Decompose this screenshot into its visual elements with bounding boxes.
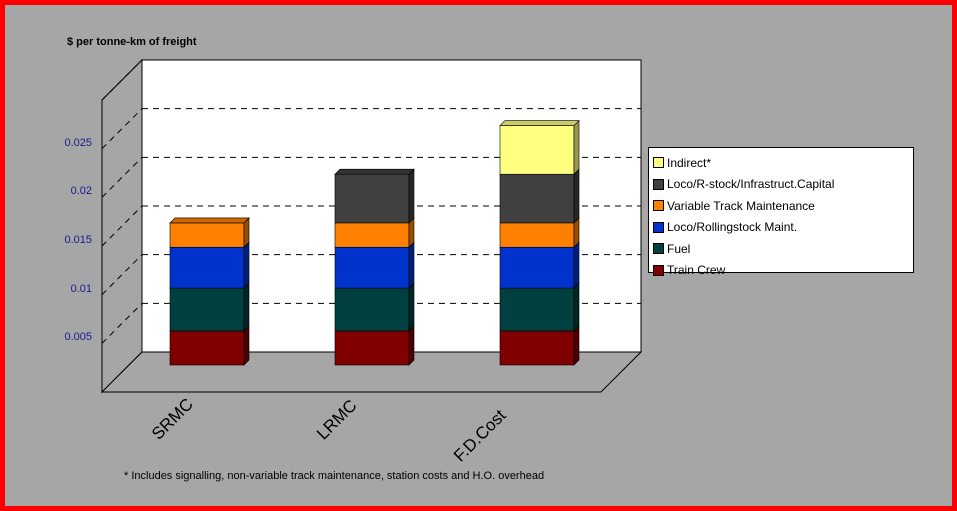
y-tick-label: 0.005	[64, 331, 92, 344]
bar-segment-LRMC-Variable Track Maintenance	[334, 222, 410, 248]
legend-swatch	[653, 221, 664, 233]
legend-swatch	[653, 157, 664, 169]
bar-segment-F.D.Cost-Loco/R-stock/Infrastruct.Capital	[499, 173, 575, 224]
legend-swatch	[653, 200, 664, 212]
legend-label: Variable Track Maintenance	[667, 198, 815, 213]
gridline-side	[101, 254, 143, 296]
legend-label: Fuel	[667, 241, 691, 256]
bar-segment-F.D.Cost-Variable Track Maintenance	[499, 222, 575, 248]
legend-swatch	[653, 264, 664, 276]
bar-chart	[100, 58, 643, 394]
y-tick-label: 0.02	[70, 185, 92, 198]
y-axis-title: $ per tonne-km of freight	[67, 36, 197, 48]
bar-segment-LRMC-Loco/Rollingstock Maint.	[334, 246, 410, 289]
bar-segment-SRMC-Train Crew	[169, 330, 245, 366]
legend-item: Variable Track Maintenance	[649, 195, 913, 217]
bar-side-LRMC-Loco/R-stock/Infrastruct.Capital	[408, 168, 415, 224]
bar-segment-F.D.Cost-Indirect*	[499, 125, 575, 175]
y-tick-label: 0.025	[64, 136, 92, 149]
bar-segment-SRMC-Loco/Rollingstock Maint.	[169, 246, 245, 289]
bar-side-F.D.Cost-Loco/Rollingstock Maint.	[573, 241, 580, 289]
bar-segment-F.D.Cost-Fuel	[499, 287, 575, 332]
y-tick-label: 0.015	[64, 234, 92, 246]
bar-side-F.D.Cost-Loco/R-stock/Infrastruct.Capital	[573, 168, 580, 224]
legend-label: Train Crew	[667, 263, 726, 278]
side-wall	[101, 58, 143, 394]
bar-side-LRMC-Fuel	[408, 282, 415, 332]
bar-top-LRMC	[334, 168, 415, 175]
bar-side-LRMC-Train Crew	[408, 325, 415, 366]
gridline-side	[101, 302, 143, 344]
bars	[169, 119, 580, 366]
legend-swatch	[653, 178, 664, 190]
gridline-side	[101, 59, 143, 101]
legend-item: Loco/R-stock/Infrastruct.Capital	[649, 174, 913, 196]
legend: Indirect* Loco/R-stock/Infrastruct.Capita…	[648, 147, 914, 277]
legend-label: Indirect*	[667, 155, 712, 170]
bar-segment-LRMC-Train Crew	[334, 330, 410, 366]
y-tick-label: 0.01	[70, 282, 92, 295]
bar-top-SRMC	[169, 217, 250, 224]
gridline-side	[101, 156, 143, 198]
legend-item: Train Crew	[649, 260, 913, 282]
legend-item: Fuel	[649, 238, 913, 260]
bar-top-F.D.Cost	[499, 120, 580, 126]
bar-segment-SRMC-Variable Track Maintenance	[169, 222, 245, 248]
bar-side-SRMC-Loco/Rollingstock Maint.	[243, 241, 250, 289]
bar-side-F.D.Cost-Indirect*	[573, 119, 580, 175]
bar-side-SRMC-Train Crew	[243, 325, 250, 366]
legend-item: Loco/Rollingstock Maint.	[649, 217, 913, 239]
bar-segment-LRMC-Loco/R-stock/Infrastruct.Capital	[334, 173, 410, 224]
bar-side-LRMC-Loco/Rollingstock Maint.	[408, 241, 415, 289]
gridline-side	[101, 205, 143, 247]
footnote: * Includes signalling, non-variable trac…	[124, 470, 545, 482]
bar-segment-LRMC-Fuel	[334, 287, 410, 332]
bar-segment-F.D.Cost-Loco/Rollingstock Maint.	[499, 246, 575, 289]
bar-side-F.D.Cost-Fuel	[573, 282, 580, 332]
legend-swatch	[653, 243, 664, 255]
legend-label: Loco/R-stock/Infrastruct.Capital	[667, 177, 835, 192]
bar-segment-SRMC-Fuel	[169, 287, 245, 332]
legend-label: Loco/Rollingstock Maint.	[667, 220, 798, 235]
bar-side-F.D.Cost-Train Crew	[573, 325, 580, 366]
gridline-side	[101, 108, 143, 150]
bar-segment-F.D.Cost-Train Crew	[499, 330, 575, 366]
bar-side-SRMC-Fuel	[243, 282, 250, 332]
legend-item: Indirect*	[649, 152, 913, 174]
gridlines	[101, 59, 641, 344]
